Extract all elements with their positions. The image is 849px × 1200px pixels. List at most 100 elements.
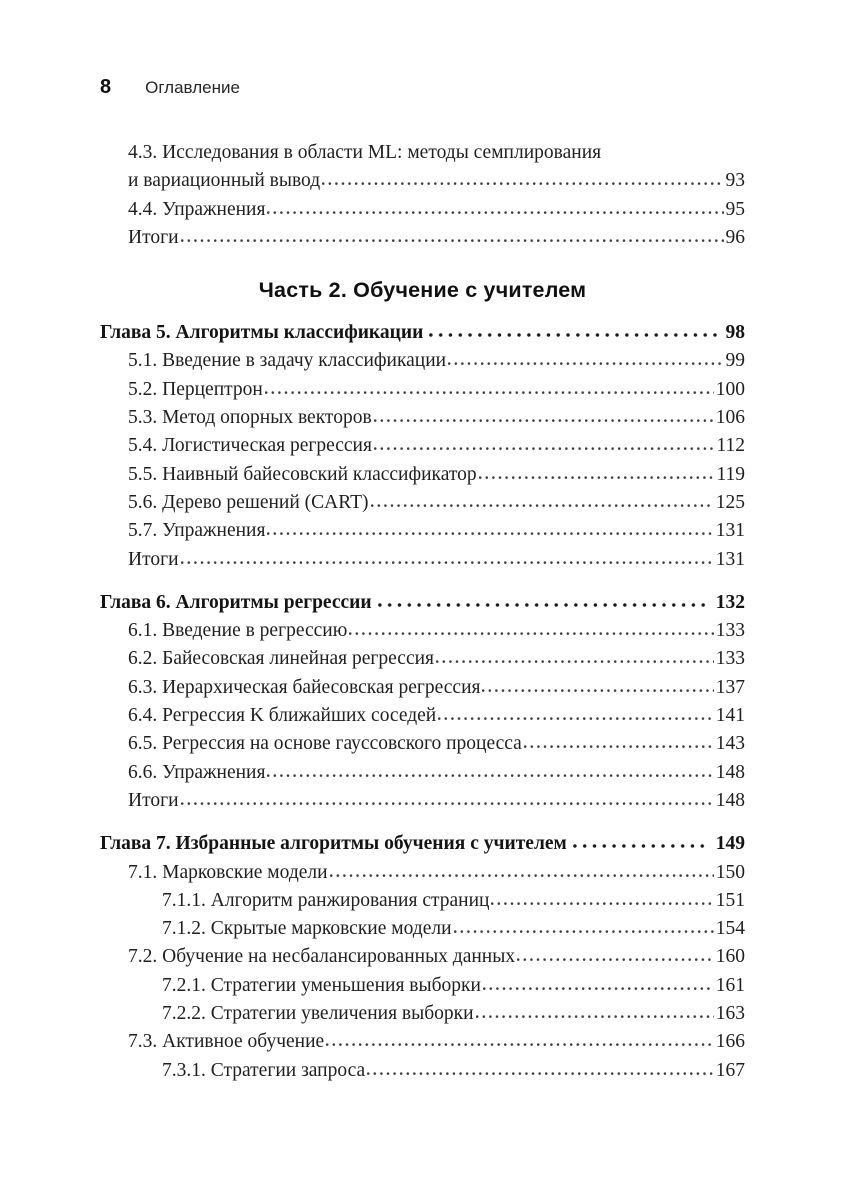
entry-title: 6.6. Упражнения [128,761,266,783]
toc-entry: Итоги 96 [100,224,745,252]
toc-chapter-row: Глава 6. Алгоритмы регрессии 132 [100,589,745,617]
dot-leader [448,361,724,367]
toc-entry: 7.2.1. Стратегии уменьшения выборки 161 [100,972,745,1000]
dot-leader [267,209,724,215]
page-ref: 100 [715,378,745,400]
entry-title: 7.2.2. Стратегии увеличения выборки [162,1003,474,1025]
entry-title: 5.3. Метод опорных векторов [128,407,372,429]
dot-leader [329,872,714,878]
toc-entry: 7.1. Марковские модели 150 [100,859,745,887]
page-ref: 131 [715,520,745,542]
page-ref: 131 [715,548,745,570]
entry-title: Итоги [128,226,179,248]
entry-title: 6.2. Байесовская линейная регрессия [128,648,435,670]
page-ref: 154 [715,918,745,940]
page-header-title: Оглавление [145,78,240,97]
page-ref: 119 [716,463,745,485]
entry-title: Итоги [128,548,179,570]
page-ref: 166 [715,1031,745,1053]
dot-leader [517,957,714,963]
entry-title: 6.5. Регрессия на основе гауссовского пр… [128,733,522,755]
dot-leader [523,744,714,750]
page-ref: 141 [715,705,745,727]
dot-leader [453,929,714,935]
page-ref: 161 [715,974,745,996]
toc-entry: 6.4. Регрессия K ближайших соседей 141 [100,702,745,730]
toc-entry: 5.2. Перцептрон 100 [100,376,745,404]
dot-leader [491,900,714,906]
dot-leader [370,502,714,508]
page-number: 8 [100,76,112,98]
toc-entry: 7.3.1. Стратегии запроса 167 [100,1057,745,1085]
toc-entry: 6.2. Байесовская линейная регрессия 133 [100,645,745,673]
dot-leader [349,631,714,637]
toc-entry: 7.3. Активное обучение 166 [100,1028,745,1056]
part-heading: Часть 2. Обучение с учителем [100,277,745,304]
entry-title: 7.3. Активное обучение [128,1031,325,1053]
dot-leader [264,389,714,395]
entry-title: 6.4. Регрессия K ближайших соседей [128,705,437,727]
toc-entry: 5.4. Логистическая регрессия 112 [100,432,745,460]
page-ref: 133 [715,648,745,670]
entry-title: 5.5. Наивный байесовский классификатор [128,463,477,485]
dot-leader [180,237,724,243]
toc-entry: 5.6. Дерево решений (CART) 125 [100,489,745,517]
dot-leader [572,843,709,850]
entry-title: 7.2. Обучение на несбалансированных данн… [128,946,516,968]
toc-chapter-row: Глава 5. Алгоритмы классификации 98 [100,319,745,347]
entry-title: 5.2. Перцептрон [128,378,263,400]
toc-entry: 7.2.2. Стратегии увеличения выборки 163 [100,1000,745,1028]
page-ref: 149 [715,833,745,855]
toc-entry: 6.1. Введение в регрессию 133 [100,617,745,645]
toc-entry: 5.1. Введение в задачу классификации 99 [100,347,745,375]
page-ref: 106 [715,407,745,429]
page-header: 8 Оглавление [100,76,745,99]
entry-title: и вариационный вывод [128,170,321,192]
entry-title: 7.3.1. Стратегии запроса [162,1059,366,1081]
page-ref: 125 [715,491,745,513]
page-ref: 148 [715,789,745,811]
entry-title: 5.6. Дерево решений (CART) [128,491,369,513]
toc-entry: 5.3. Метод опорных векторов 106 [100,404,745,432]
entry-title: 6.1. Введение в регрессию [128,620,348,642]
toc-entry: 6.3. Иерархическая байесовская регрессия… [100,674,745,702]
page-ref: 143 [715,733,745,755]
page-ref: 151 [715,889,745,911]
page-ref: 148 [715,761,745,783]
dot-leader [267,772,714,778]
page-ref: 112 [716,435,745,457]
dot-leader [180,800,714,806]
toc-entry: 4.3. Исследования в области ML: методы с… [100,139,745,196]
dot-leader [367,1070,714,1076]
toc-entry: 7.2. Обучение на несбалансированных данн… [100,943,745,971]
page-ref: 96 [725,226,746,248]
chapter-title: Глава 5. Алгоритмы классификации [100,322,424,344]
dot-leader [429,332,719,339]
entry-title: 5.1. Введение в задачу классификации [128,350,447,372]
toc-chapter-row: Глава 7. Избранные алгоритмы обучения с … [100,830,745,858]
entry-title: 4.4. Упражнения [128,198,266,220]
entry-title: 7.1.2. Скрытые марковские модели [162,918,452,940]
entry-title: 7.1. Марковские модели [128,861,328,883]
dot-leader [438,716,714,722]
chapter-title: Глава 6. Алгоритмы регрессии [100,591,372,613]
toc-entry: 5.7. Упражнения 131 [100,517,745,545]
dot-leader [373,446,715,452]
page-ref: 133 [715,620,745,642]
toc-entry: 6.6. Упражнения 148 [100,759,745,787]
dot-leader [377,601,709,608]
page-ref: 167 [715,1059,745,1081]
toc-list: 4.3. Исследования в области ML: методы с… [100,139,745,1085]
page-ref: 99 [725,350,746,372]
page-ref: 163 [715,1003,745,1025]
page-ref: 95 [725,198,746,220]
entry-title: Итоги [128,789,179,811]
dot-leader [326,1042,714,1048]
entry-title: 7.2.1. Стратегии уменьшения выборки [162,974,481,996]
dot-leader [475,1014,714,1020]
toc-entry: 4.4. Упражнения 95 [100,196,745,224]
entry-title: 5.4. Логистическая регрессия [128,435,372,457]
toc-entry: Итоги 148 [100,787,745,815]
page-ref: 160 [715,946,745,968]
